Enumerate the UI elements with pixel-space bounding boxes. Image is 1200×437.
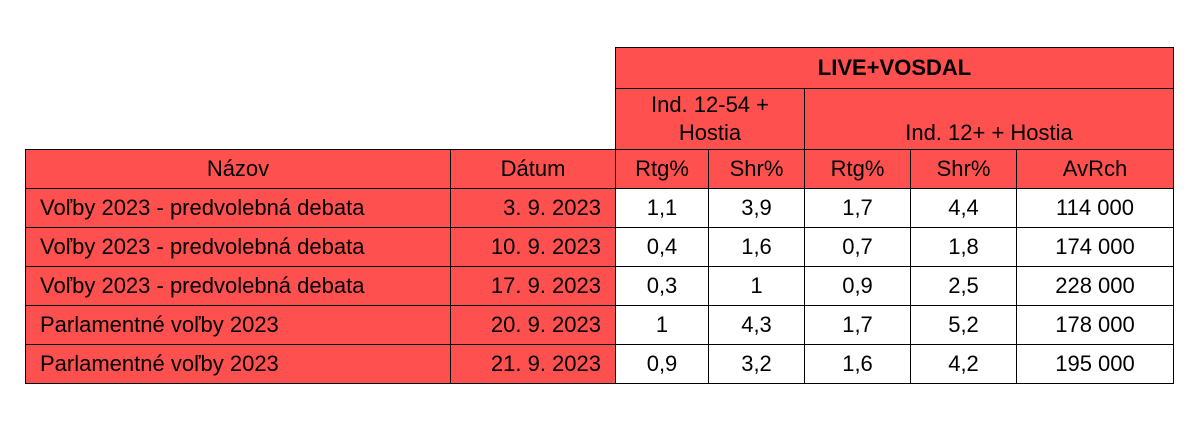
subgroup-b-header: Ind. 12+ + Hostia — [804, 88, 1174, 150]
row-rtg-a: 1,1 — [615, 188, 709, 228]
row-name: Voľby 2023 - predvolebná debata — [25, 188, 451, 228]
group-header-row: LIVE+VOSDAL — [26, 47, 1174, 89]
row-shr-b: 4,4 — [910, 188, 1017, 228]
table-row: Parlamentné voľby 2023 20. 9. 2023 1 4,3… — [25, 305, 1174, 345]
row-date: 17. 9. 2023 — [450, 266, 616, 306]
col-header-avrch: AvRch — [1016, 149, 1174, 189]
subgroup-a-header: Ind. 12-54 + Hostia — [615, 88, 805, 150]
col-header-date: Dátum — [450, 149, 616, 189]
blank-cell — [26, 48, 616, 89]
col-header-rtg-b: Rtg% — [804, 149, 911, 189]
row-rtg-b: 0,9 — [804, 266, 911, 306]
row-shr-a: 3,9 — [708, 188, 805, 228]
table-row: Voľby 2023 - predvolebná debata 17. 9. 2… — [25, 266, 1174, 306]
table-row: Parlamentné voľby 2023 21. 9. 2023 0,9 3… — [25, 344, 1174, 384]
group-title: LIVE+VOSDAL — [615, 47, 1174, 89]
row-avrch: 114 000 — [1016, 188, 1174, 228]
row-avrch: 174 000 — [1016, 227, 1174, 267]
row-rtg-a: 0,4 — [615, 227, 709, 267]
column-header-row: Názov Dátum Rtg% Shr% Rtg% Shr% AvRch — [25, 149, 1174, 189]
col-header-name: Názov — [25, 149, 451, 189]
row-name: Parlamentné voľby 2023 — [25, 305, 451, 345]
row-rtg-a: 1 — [615, 305, 709, 345]
row-shr-a: 4,3 — [708, 305, 805, 345]
col-header-shr-b: Shr% — [910, 149, 1017, 189]
row-shr-a: 1,6 — [708, 227, 805, 267]
ratings-table: LIVE+VOSDAL Ind. 12-54 + Hostia Ind. 12+… — [25, 47, 1174, 384]
row-rtg-b: 1,7 — [804, 305, 911, 345]
col-header-shr-a: Shr% — [708, 149, 805, 189]
row-rtg-b: 1,6 — [804, 344, 911, 384]
row-shr-b: 4,2 — [910, 344, 1017, 384]
row-name: Voľby 2023 - predvolebná debata — [25, 266, 451, 306]
row-avrch: 195 000 — [1016, 344, 1174, 384]
row-rtg-b: 0,7 — [804, 227, 911, 267]
subgroup-header-row: Ind. 12-54 + Hostia Ind. 12+ + Hostia — [26, 88, 1174, 150]
col-header-rtg-a: Rtg% — [615, 149, 709, 189]
row-shr-a: 3,2 — [708, 344, 805, 384]
row-rtg-a: 0,3 — [615, 266, 709, 306]
row-shr-b: 5,2 — [910, 305, 1017, 345]
row-shr-b: 2,5 — [910, 266, 1017, 306]
row-shr-a: 1 — [708, 266, 805, 306]
table-row: Voľby 2023 - predvolebná debata 3. 9. 20… — [25, 188, 1174, 228]
row-shr-b: 1,8 — [910, 227, 1017, 267]
row-rtg-a: 0,9 — [615, 344, 709, 384]
table-row: Voľby 2023 - predvolebná debata 10. 9. 2… — [25, 227, 1174, 267]
row-avrch: 178 000 — [1016, 305, 1174, 345]
row-avrch: 228 000 — [1016, 266, 1174, 306]
row-date: 10. 9. 2023 — [450, 227, 616, 267]
row-date: 20. 9. 2023 — [450, 305, 616, 345]
row-name: Parlamentné voľby 2023 — [25, 344, 451, 384]
row-date: 21. 9. 2023 — [450, 344, 616, 384]
row-date: 3. 9. 2023 — [450, 188, 616, 228]
blank-cell — [26, 89, 616, 150]
row-name: Voľby 2023 - predvolebná debata — [25, 227, 451, 267]
row-rtg-b: 1,7 — [804, 188, 911, 228]
